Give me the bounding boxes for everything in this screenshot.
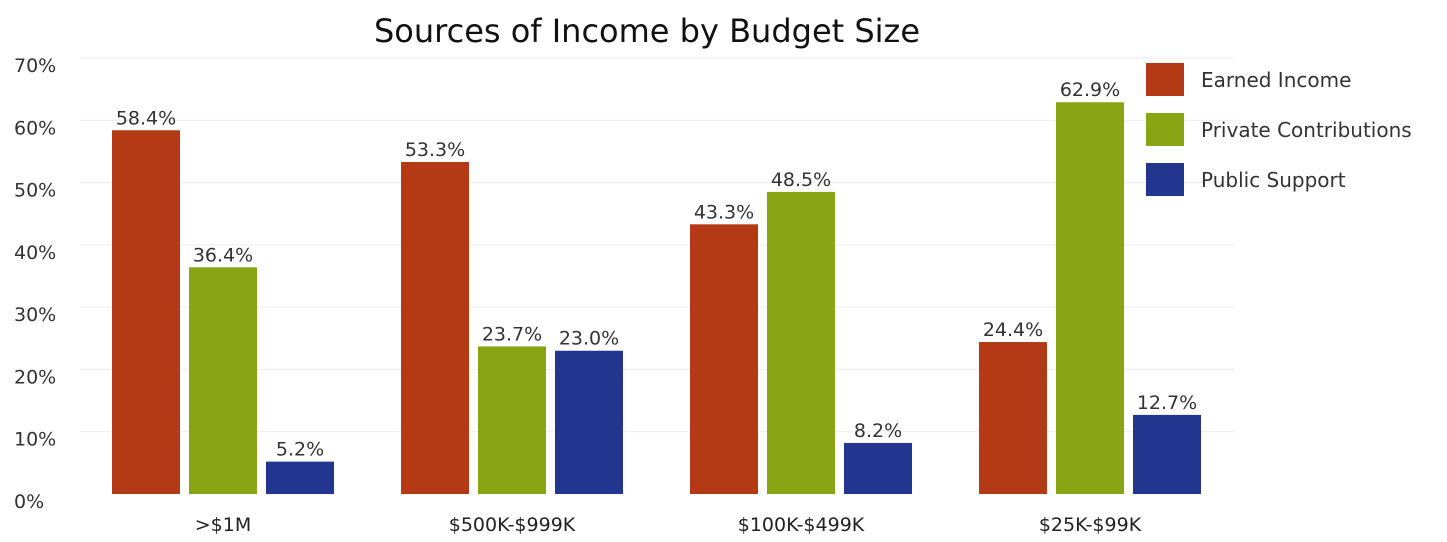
data-label: 8.2% <box>854 420 902 442</box>
data-label: 24.4% <box>983 319 1043 341</box>
bar <box>767 191 835 494</box>
y-tick-label: 50% <box>14 180 56 202</box>
legend: Earned Income Private Contributions Public… <box>1146 63 1412 196</box>
bar <box>690 224 758 494</box>
data-label: 58.4% <box>116 107 176 129</box>
bar <box>478 346 546 494</box>
bar <box>555 350 623 494</box>
legend-swatch <box>1146 63 1184 96</box>
data-label: 12.7% <box>1137 392 1197 414</box>
bar <box>266 461 334 494</box>
bars <box>112 102 1201 495</box>
legend-swatch <box>1146 113 1184 146</box>
data-label: 23.7% <box>482 323 542 345</box>
data-label: 5.2% <box>276 439 324 461</box>
legend-swatch <box>1146 163 1184 196</box>
axes: 0% 10% 20% 30% 40% 50% 60% 70% >$1M $500K-$999K $1… <box>14 55 1142 536</box>
y-tick-label: 60% <box>14 117 56 139</box>
bar <box>112 130 180 494</box>
x-tick-label: >$1M <box>195 514 252 536</box>
y-tick-label: 30% <box>14 304 56 326</box>
bar <box>1133 414 1201 494</box>
data-labels: 58.4% 36.4% 5.2% 53.3% 23.7% 23.0% 43.3% 48.5% 8… <box>116 79 1197 460</box>
legend-label: Public Support <box>1201 168 1346 192</box>
legend-label: Earned Income <box>1201 68 1351 92</box>
x-tick-label: $500K-$999K <box>449 514 576 536</box>
bar <box>979 342 1047 494</box>
bar <box>189 267 257 494</box>
data-label: 62.9% <box>1060 79 1120 101</box>
data-label: 53.3% <box>405 139 465 161</box>
title-background <box>322 8 972 52</box>
y-tick-label: 40% <box>14 242 56 264</box>
y-tick-label: 10% <box>14 429 56 451</box>
gridlines <box>80 57 1235 433</box>
bar <box>1056 102 1124 495</box>
bar <box>401 162 469 494</box>
x-tick-label: $100K-$499K <box>738 514 865 536</box>
data-label: 48.5% <box>771 169 831 191</box>
y-tick-label: 20% <box>14 366 56 388</box>
data-label: 43.3% <box>694 201 754 223</box>
bar <box>844 442 912 494</box>
x-tick-label: $25K-$99K <box>1039 514 1142 536</box>
y-tick-label: 70% <box>14 55 56 77</box>
data-label: 23.0% <box>559 328 619 350</box>
data-label: 36.4% <box>193 244 253 266</box>
y-tick-label: 0% <box>14 491 44 513</box>
legend-label: Private Contributions <box>1201 118 1412 142</box>
chart-title: Sources of Income by Budget Size <box>374 12 920 50</box>
